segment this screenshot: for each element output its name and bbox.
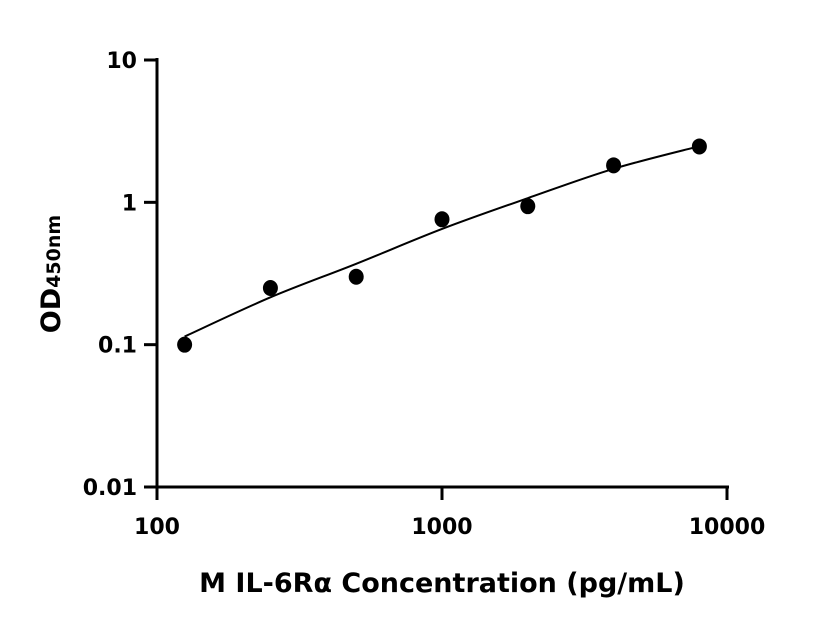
data-point <box>262 280 278 297</box>
y-tick-label: 0.1 <box>98 334 137 359</box>
fit-curve <box>184 145 700 338</box>
axes: 0.01 0.1 1 10 100 1000 10000 <box>83 49 766 540</box>
y-axis-label-subscript: 450nm <box>43 215 65 288</box>
y-tick-label: 0.01 <box>83 476 137 501</box>
data-point <box>434 211 450 228</box>
data-point <box>177 336 193 353</box>
x-tick-label: 1000 <box>411 515 472 540</box>
data-point <box>691 138 707 155</box>
data-points <box>177 138 707 353</box>
x-tick-label: 10000 <box>689 515 766 540</box>
x-axis-label: M IL-6Rα Concentration (pg/mL) <box>199 568 685 599</box>
y-tick-label: 1 <box>122 191 137 216</box>
y-axis-label-main: OD <box>36 288 67 333</box>
x-tick-label: 100 <box>134 515 180 540</box>
data-point <box>348 268 364 285</box>
data-point <box>606 157 622 174</box>
y-tick-label: 10 <box>106 49 137 74</box>
data-point <box>520 198 536 215</box>
y-axis-label: OD450nm <box>36 215 67 333</box>
